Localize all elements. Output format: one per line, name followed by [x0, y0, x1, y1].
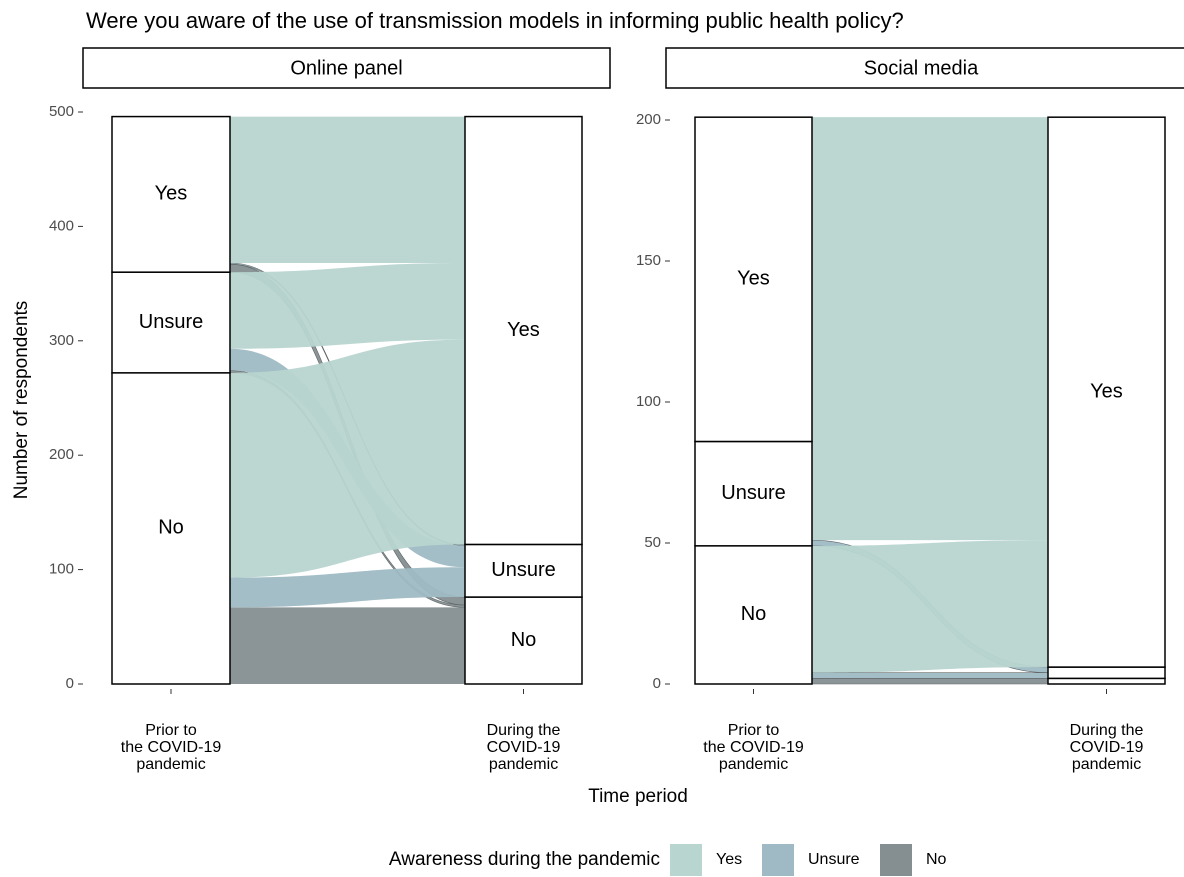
x-axis-label: Time period: [588, 786, 688, 807]
stratum: [464, 543, 583, 598]
legend-swatch: [880, 844, 912, 876]
y-tick-label: 100: [49, 561, 74, 578]
stratum: [1047, 677, 1166, 685]
legend-title: Awareness during the pandemic: [389, 849, 660, 870]
legend-label: No: [926, 851, 947, 868]
x-tick-line: During the: [487, 722, 561, 739]
flow: [811, 672, 1049, 679]
x-tick-line: pandemic: [136, 756, 205, 773]
y-tick-label: 300: [49, 332, 74, 349]
y-tick-label: 0: [66, 675, 74, 692]
x-tick-line: the COVID-19: [703, 739, 804, 756]
flow: [812, 441, 1048, 541]
flow: [230, 116, 465, 264]
x-tick-line: Prior to: [728, 722, 780, 739]
stratum: [1047, 116, 1166, 668]
x-tick-label: During the COVID-19 pandemic: [487, 722, 561, 773]
panel-title: Social media: [864, 57, 979, 79]
flow: [230, 567, 465, 608]
stratum: [111, 372, 231, 685]
stratum: [694, 545, 813, 685]
y-tick-label: 150: [636, 252, 661, 269]
x-tick-line: pandemic: [1072, 756, 1141, 773]
y-tick-label: 200: [636, 111, 661, 128]
stratum-label: Unsure: [721, 482, 785, 504]
y-tick-label: 50: [644, 534, 661, 551]
panel-title: Online panel: [290, 57, 402, 79]
stratum-label: No: [511, 629, 537, 651]
stratum: [464, 596, 583, 685]
x-tick-label: Prior to the COVID-19 pandemic: [121, 722, 222, 773]
y-tick-label: 400: [49, 217, 74, 234]
x-tick-line: COVID-19: [487, 739, 561, 756]
stratum-label: No: [741, 603, 767, 625]
panel-strip: [665, 47, 1184, 89]
flow: [812, 540, 1048, 673]
stratum: [111, 115, 231, 273]
flow: [811, 678, 1049, 685]
x-tick-line: pandemic: [719, 756, 788, 773]
stratum-label: No: [158, 517, 184, 539]
x-tick-label: Prior to the COVID-19 pandemic: [703, 722, 804, 773]
y-tick-label: 200: [49, 446, 74, 463]
x-tick-line: COVID-19: [1070, 739, 1144, 756]
flow: [230, 339, 465, 578]
stratum-label: Yes: [737, 268, 770, 290]
x-tick-line: Prior to: [145, 722, 197, 739]
stratum: [1047, 666, 1166, 680]
x-tick-line: pandemic: [489, 756, 558, 773]
stratum-label: Yes: [507, 319, 540, 341]
legend-swatch: [762, 844, 794, 876]
chart-title: Were you aware of the use of transmissio…: [86, 8, 904, 33]
y-tick-label: 500: [49, 103, 74, 120]
stratum: [694, 116, 813, 443]
legend-swatch: [670, 844, 702, 876]
stratum: [694, 440, 813, 547]
panel-strip: [82, 47, 611, 89]
legend-label: Yes: [716, 851, 742, 868]
x-tick-line: the COVID-19: [121, 739, 222, 756]
x-tick-line: During the: [1070, 722, 1144, 739]
stratum-label: Unsure: [491, 559, 555, 581]
stratum: [464, 115, 583, 546]
y-tick-label: 0: [653, 675, 661, 692]
stratum-label: Yes: [1090, 380, 1123, 402]
y-axis-label: Number of respondents: [11, 301, 32, 500]
y-tick-label: 100: [636, 393, 661, 410]
flow: [812, 117, 1048, 442]
stratum-label: Unsure: [139, 311, 203, 333]
stratum-label: Yes: [155, 183, 188, 205]
x-tick-label: During the COVID-19 pandemic: [1070, 722, 1144, 773]
flow: [230, 263, 465, 349]
flow: [230, 607, 465, 684]
legend-label: Unsure: [808, 851, 860, 868]
